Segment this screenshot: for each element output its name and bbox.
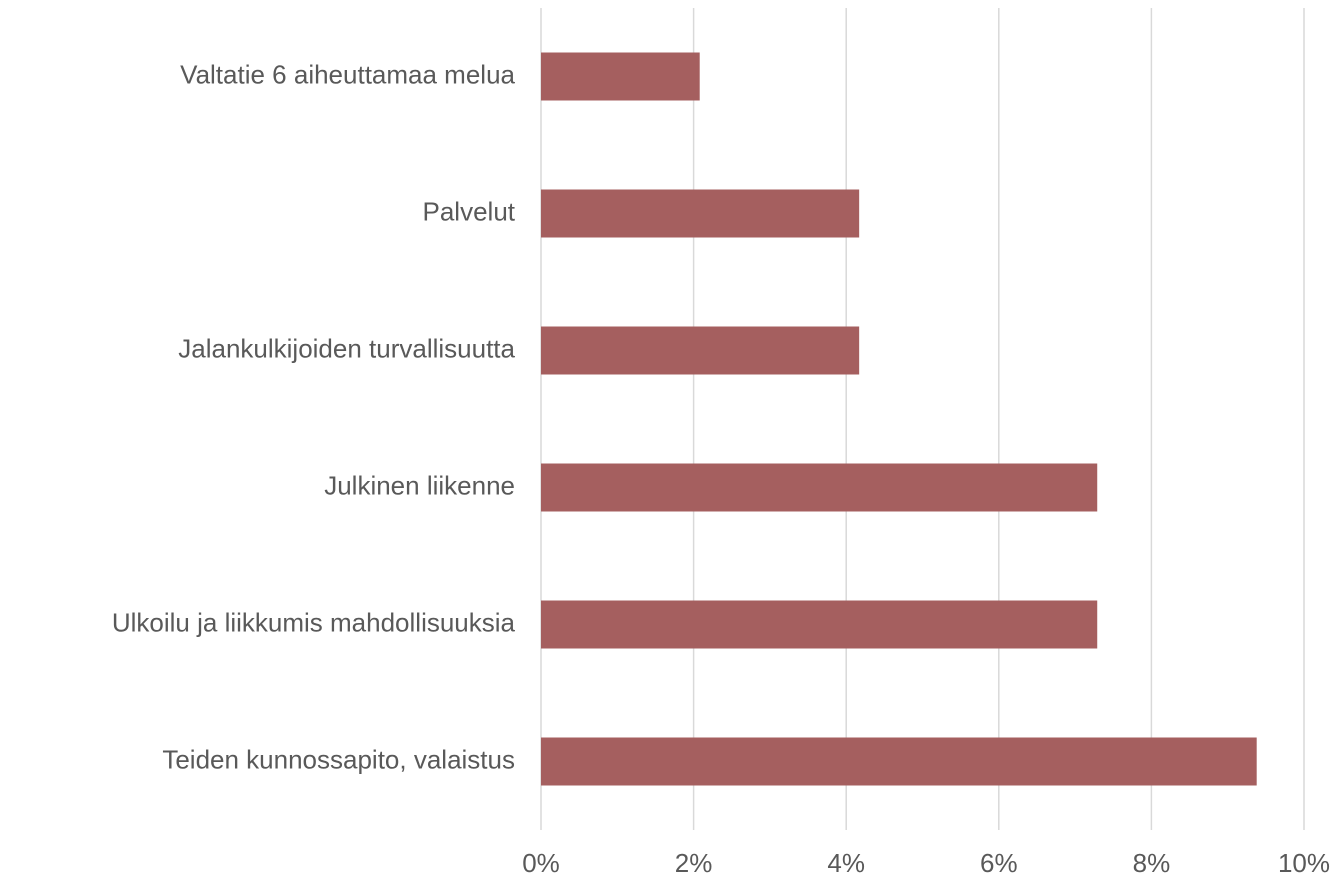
y-tick-label: Ulkoilu ja liikkumis mahdollisuuksia [112, 607, 516, 637]
y-tick-label: Jalankulkijoiden turvallisuutta [178, 333, 515, 363]
x-tick-label: 10% [1278, 848, 1330, 878]
bar [541, 463, 1098, 512]
y-tick-label: Julkinen liikenne [324, 470, 515, 500]
bar [541, 52, 700, 101]
bar [541, 189, 860, 238]
y-tick-label: Teiden kunnossapito, valaistus [162, 744, 515, 774]
y-tick-label: Valtatie 6 aiheuttamaa melua [180, 59, 515, 89]
x-tick-label: 2% [675, 848, 713, 878]
x-tick-label: 0% [522, 848, 560, 878]
bar [541, 326, 860, 375]
y-tick-label: Palvelut [423, 196, 516, 226]
bar [541, 737, 1257, 786]
x-tick-label: 4% [827, 848, 865, 878]
x-tick-label: 6% [980, 848, 1018, 878]
x-tick-label: 8% [1133, 848, 1171, 878]
bar [541, 600, 1098, 649]
